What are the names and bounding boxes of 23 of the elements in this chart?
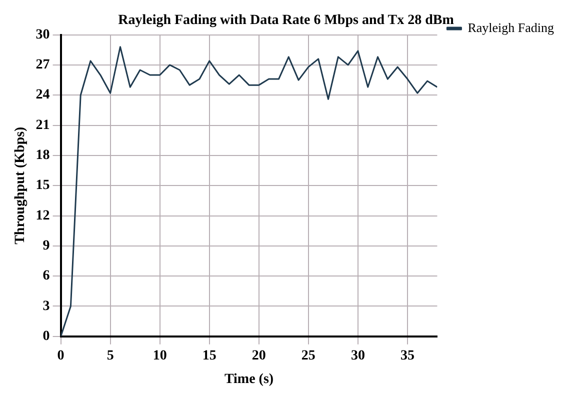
y-tick-label: 30: [36, 27, 50, 42]
y-tick-label: 0: [42, 329, 50, 344]
x-tick-label: 30: [350, 348, 365, 364]
x-tick-label: 10: [152, 348, 167, 364]
chart-title: Rayleigh Fading with Data Rate 6 Mbps and Tx 28 dBm: [118, 13, 454, 28]
x-tick-label: 15: [202, 348, 216, 364]
y-tick-label: 9: [42, 238, 50, 254]
y-tick-label: 24: [36, 88, 50, 103]
legend-label: Rayleigh Fading: [468, 20, 554, 35]
y-tick-label: 18: [36, 148, 50, 164]
x-tick-label: 20: [252, 348, 266, 364]
y-tick-label: 21: [36, 118, 50, 133]
y-tick-label: 27: [36, 58, 50, 73]
y-tick-label: 6: [42, 268, 50, 284]
y-tick-label: 15: [36, 178, 50, 194]
x-tick-label: 35: [400, 348, 414, 364]
y-tick-label: 12: [36, 208, 50, 224]
x-tick-label: 5: [106, 348, 114, 364]
y-axis-title: Throughput (Kbps): [13, 126, 28, 244]
x-tick-label: 0: [57, 348, 64, 364]
y-tick-label: 3: [42, 298, 50, 314]
x-axis-title: Time (s): [224, 372, 274, 388]
x-tick-label: 25: [301, 348, 316, 364]
